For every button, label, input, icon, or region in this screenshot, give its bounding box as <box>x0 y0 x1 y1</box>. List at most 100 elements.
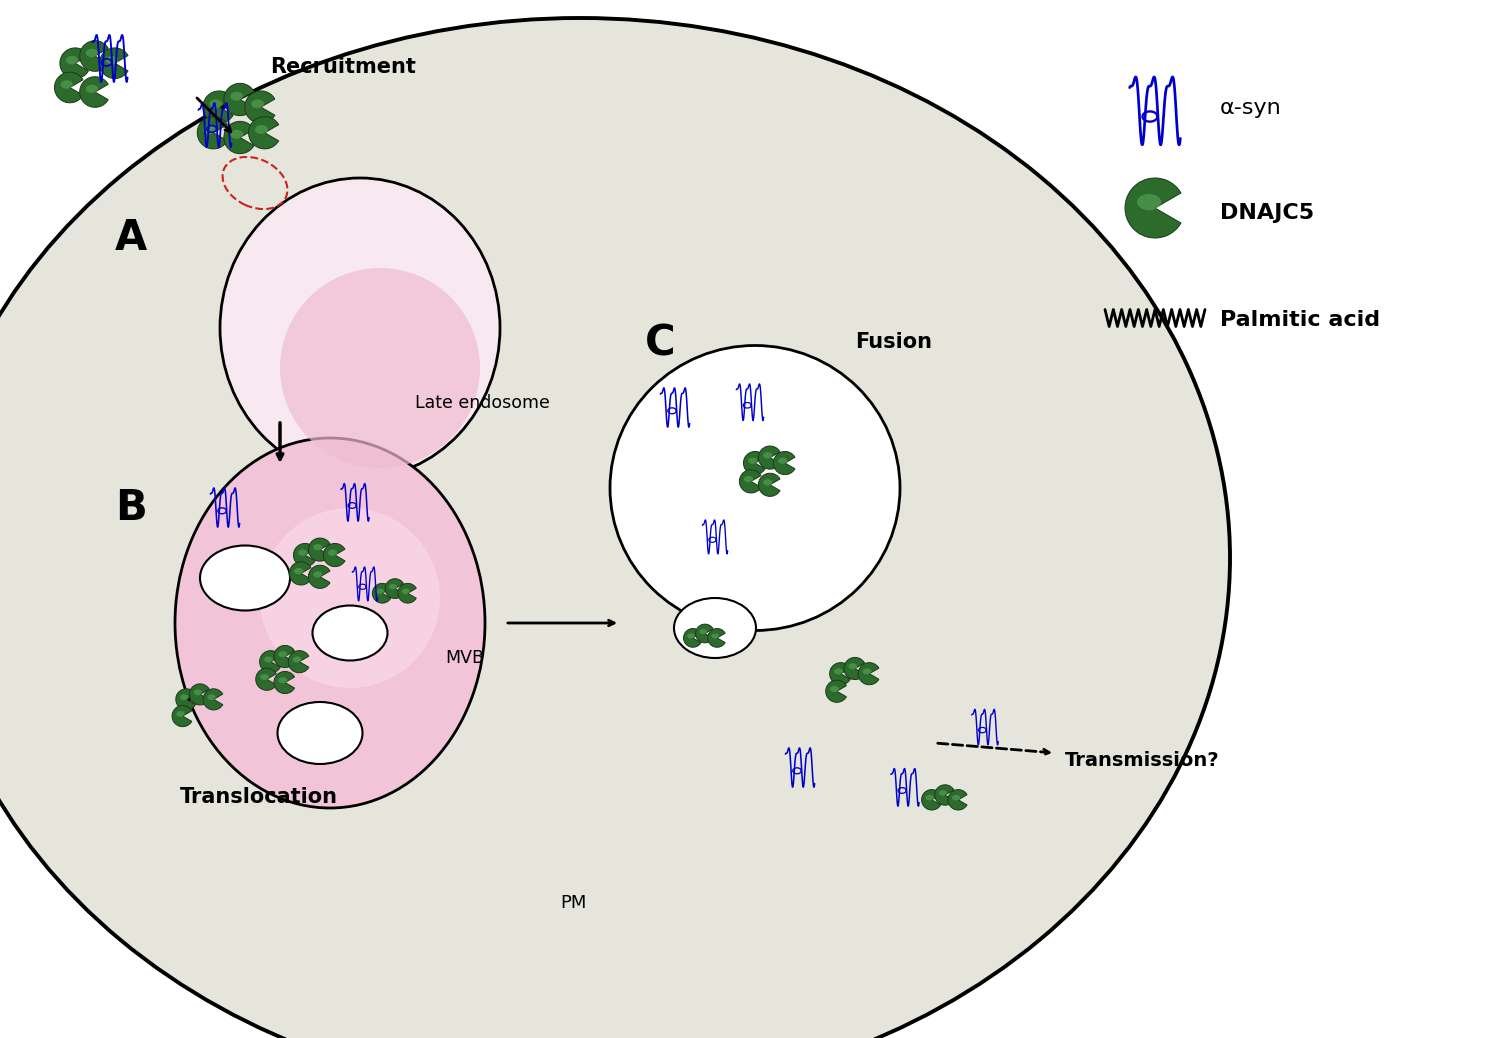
Wedge shape <box>844 657 864 680</box>
Wedge shape <box>176 689 195 710</box>
Wedge shape <box>224 121 254 154</box>
Wedge shape <box>274 672 294 693</box>
Wedge shape <box>696 624 712 643</box>
Ellipse shape <box>180 694 189 701</box>
Text: B: B <box>116 487 147 529</box>
Wedge shape <box>830 662 850 685</box>
Ellipse shape <box>294 568 303 574</box>
Text: MVB: MVB <box>446 649 485 667</box>
Ellipse shape <box>260 508 440 688</box>
Ellipse shape <box>314 571 322 578</box>
Ellipse shape <box>314 544 322 550</box>
Wedge shape <box>1125 177 1180 238</box>
Wedge shape <box>759 446 780 469</box>
Ellipse shape <box>86 85 98 93</box>
Wedge shape <box>825 680 846 703</box>
Ellipse shape <box>687 633 694 638</box>
Text: DNAJC5: DNAJC5 <box>1220 203 1314 223</box>
Ellipse shape <box>231 91 243 101</box>
Ellipse shape <box>699 629 706 634</box>
Text: Translocation: Translocation <box>180 787 338 807</box>
Wedge shape <box>198 116 228 148</box>
Ellipse shape <box>255 125 268 134</box>
Wedge shape <box>294 544 315 567</box>
Ellipse shape <box>610 346 900 630</box>
Ellipse shape <box>402 589 410 594</box>
Wedge shape <box>244 91 274 124</box>
Ellipse shape <box>1137 194 1161 211</box>
Wedge shape <box>224 83 254 115</box>
Ellipse shape <box>778 458 788 464</box>
Wedge shape <box>684 629 700 648</box>
Text: Transmission?: Transmission? <box>1065 752 1220 770</box>
Wedge shape <box>255 668 276 690</box>
Wedge shape <box>398 583 417 603</box>
Wedge shape <box>189 684 209 705</box>
Ellipse shape <box>280 268 480 468</box>
Ellipse shape <box>204 125 216 134</box>
Ellipse shape <box>862 668 871 675</box>
Ellipse shape <box>328 549 338 556</box>
Wedge shape <box>202 91 232 124</box>
Ellipse shape <box>952 795 960 800</box>
Wedge shape <box>744 452 765 474</box>
Wedge shape <box>708 629 724 648</box>
Ellipse shape <box>764 480 772 486</box>
Wedge shape <box>309 566 330 589</box>
Ellipse shape <box>376 589 384 594</box>
Wedge shape <box>290 562 310 585</box>
Ellipse shape <box>176 438 484 808</box>
Text: Recruitment: Recruitment <box>270 57 416 77</box>
Wedge shape <box>60 48 88 79</box>
Wedge shape <box>324 544 345 567</box>
Wedge shape <box>921 790 940 810</box>
Ellipse shape <box>220 177 500 479</box>
Ellipse shape <box>278 702 363 764</box>
Text: Fusion: Fusion <box>855 332 932 352</box>
Text: α-syn: α-syn <box>1220 98 1281 118</box>
Wedge shape <box>309 538 330 562</box>
Ellipse shape <box>298 549 307 556</box>
Wedge shape <box>386 579 404 599</box>
Wedge shape <box>740 470 760 493</box>
Wedge shape <box>274 646 294 667</box>
Ellipse shape <box>177 711 184 717</box>
Ellipse shape <box>849 663 856 670</box>
Wedge shape <box>260 651 280 673</box>
Text: Palmitic acid: Palmitic acid <box>1220 310 1380 330</box>
Ellipse shape <box>711 633 718 638</box>
Ellipse shape <box>105 56 118 64</box>
Wedge shape <box>172 706 192 727</box>
Wedge shape <box>858 662 879 685</box>
Ellipse shape <box>194 689 202 695</box>
Ellipse shape <box>744 475 753 483</box>
Ellipse shape <box>264 656 273 662</box>
Ellipse shape <box>251 100 264 108</box>
Ellipse shape <box>0 18 1230 1038</box>
Ellipse shape <box>207 694 216 701</box>
Ellipse shape <box>200 546 290 610</box>
Ellipse shape <box>66 56 78 64</box>
Ellipse shape <box>279 677 286 683</box>
Ellipse shape <box>292 656 302 662</box>
Wedge shape <box>934 785 954 805</box>
Text: Late endosome: Late endosome <box>416 394 550 412</box>
Ellipse shape <box>764 453 772 459</box>
Wedge shape <box>288 651 309 673</box>
Ellipse shape <box>830 686 839 692</box>
Ellipse shape <box>210 100 222 108</box>
Wedge shape <box>249 116 279 148</box>
Ellipse shape <box>748 458 758 464</box>
Ellipse shape <box>60 80 74 88</box>
Ellipse shape <box>674 598 756 658</box>
Ellipse shape <box>388 584 398 590</box>
Wedge shape <box>774 452 795 474</box>
Ellipse shape <box>926 795 934 800</box>
Wedge shape <box>80 40 108 72</box>
Wedge shape <box>80 77 108 107</box>
Wedge shape <box>54 73 82 103</box>
Text: PM: PM <box>560 894 586 912</box>
Ellipse shape <box>231 130 243 139</box>
Wedge shape <box>99 48 128 79</box>
Ellipse shape <box>86 49 98 57</box>
